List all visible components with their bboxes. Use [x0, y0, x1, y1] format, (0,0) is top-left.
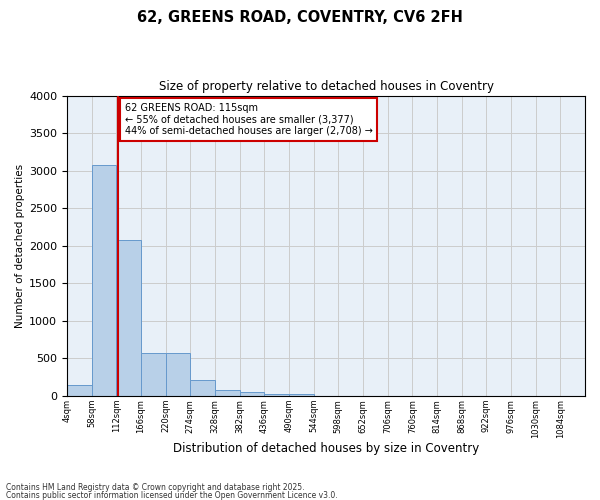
Bar	[67, 385, 92, 396]
Title: Size of property relative to detached houses in Coventry: Size of property relative to detached ho…	[158, 80, 494, 93]
Text: Contains public sector information licensed under the Open Government Licence v3: Contains public sector information licen…	[6, 490, 338, 500]
Bar	[265, 394, 289, 396]
Bar	[166, 353, 190, 396]
Bar	[239, 392, 265, 396]
Bar	[92, 164, 116, 396]
Bar	[215, 390, 239, 396]
Y-axis label: Number of detached properties: Number of detached properties	[15, 164, 25, 328]
Bar	[289, 394, 314, 396]
X-axis label: Distribution of detached houses by size in Coventry: Distribution of detached houses by size …	[173, 442, 479, 455]
Bar	[141, 353, 166, 396]
Bar	[116, 240, 141, 396]
Bar	[190, 380, 215, 396]
Text: 62, GREENS ROAD, COVENTRY, CV6 2FH: 62, GREENS ROAD, COVENTRY, CV6 2FH	[137, 10, 463, 25]
Text: 62 GREENS ROAD: 115sqm
← 55% of detached houses are smaller (3,377)
44% of semi-: 62 GREENS ROAD: 115sqm ← 55% of detached…	[125, 103, 373, 136]
Text: Contains HM Land Registry data © Crown copyright and database right 2025.: Contains HM Land Registry data © Crown c…	[6, 484, 305, 492]
